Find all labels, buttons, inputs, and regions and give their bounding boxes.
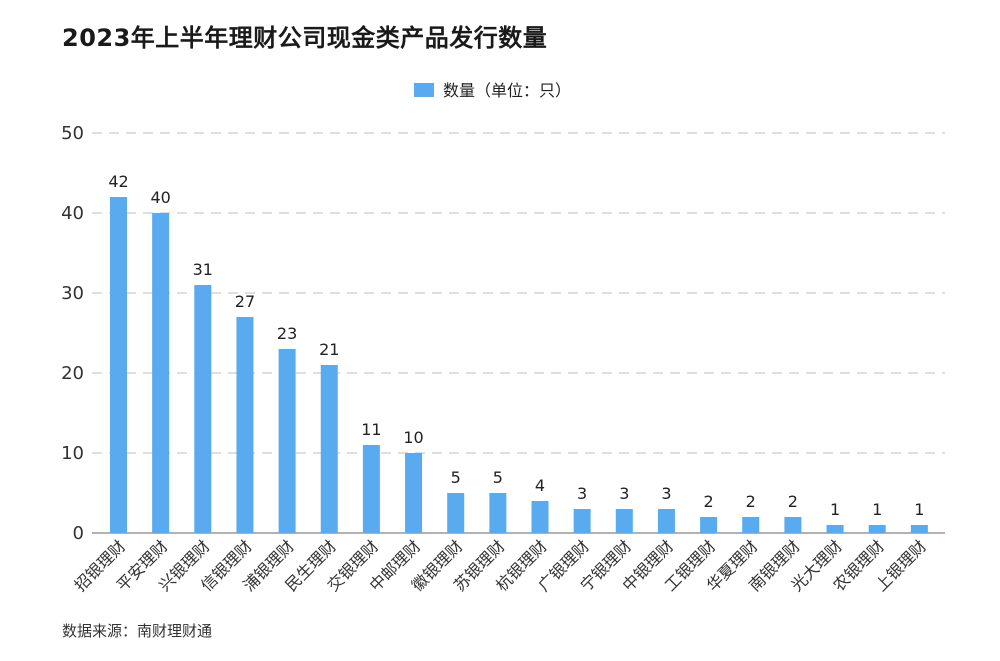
- data-label: 4: [535, 476, 545, 495]
- legend-label: 数量（单位：只）: [443, 81, 571, 100]
- bar: [868, 525, 886, 533]
- data-label: 1: [830, 500, 840, 519]
- data-label: 21: [319, 340, 339, 359]
- bar: [573, 509, 591, 533]
- bar: [784, 517, 802, 533]
- data-label: 2: [704, 492, 714, 511]
- source-note: 数据来源：南财理财通: [62, 622, 213, 640]
- legend: 数量（单位：只）: [414, 81, 571, 100]
- data-label: 3: [661, 484, 671, 503]
- bar: [362, 445, 380, 533]
- data-label: 40: [150, 188, 170, 207]
- data-label: 3: [577, 484, 587, 503]
- bar: [110, 197, 127, 533]
- y-tick-label: 0: [73, 523, 84, 544]
- data-label: 31: [193, 260, 213, 279]
- y-tick-label: 50: [61, 123, 84, 144]
- bar: [826, 525, 844, 533]
- legend-swatch: [414, 83, 434, 97]
- data-label: 1: [914, 500, 924, 519]
- data-label: 27: [235, 292, 255, 311]
- data-label: 3: [619, 484, 629, 503]
- data-label: 23: [277, 324, 297, 343]
- bar: [194, 285, 212, 533]
- chart-title: 2023年上半年理财公司现金类产品发行数量: [62, 24, 548, 52]
- bar: [531, 501, 549, 533]
- data-label: 5: [451, 468, 461, 487]
- data-label: 2: [746, 492, 756, 511]
- bar: [320, 365, 338, 533]
- data-label: 5: [493, 468, 503, 487]
- y-tick-label: 20: [61, 363, 84, 384]
- bar: [742, 517, 760, 533]
- bar: [236, 317, 254, 533]
- data-label: 2: [788, 492, 798, 511]
- bar: [700, 517, 718, 533]
- y-axis-ticks: 0 10 20 30 40 50: [61, 123, 84, 544]
- data-label: 1: [872, 500, 882, 519]
- bar: [152, 213, 170, 533]
- bar: [489, 493, 507, 533]
- x-axis-labels: 招银理财平安理财兴银理财信银理财浦银理财民生理财交银理财中邮理财徽银理财苏银理财…: [71, 536, 931, 595]
- bars: [110, 197, 928, 533]
- y-tick-label: 40: [61, 203, 84, 224]
- bar: [278, 349, 296, 533]
- y-tick-label: 10: [61, 443, 84, 464]
- bar: [447, 493, 465, 533]
- bar: [615, 509, 633, 533]
- data-label: 10: [403, 428, 423, 447]
- bar: [657, 509, 675, 533]
- data-label: 11: [361, 420, 381, 439]
- gridlines: [92, 132, 945, 534]
- bar: [405, 453, 423, 533]
- data-label: 42: [108, 172, 128, 191]
- bar: [910, 525, 928, 533]
- y-tick-label: 30: [61, 283, 84, 304]
